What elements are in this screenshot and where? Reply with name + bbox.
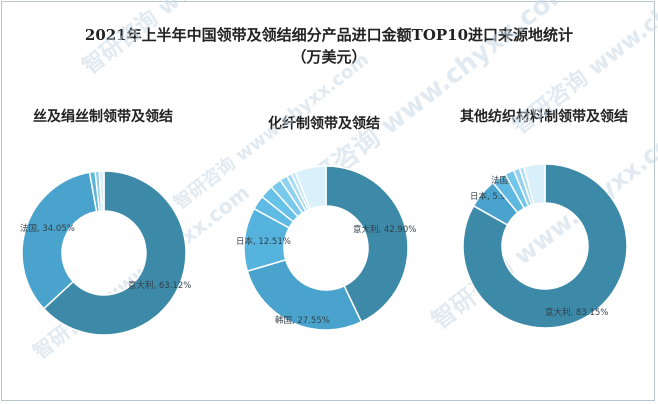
pie-chart-silk: 意大利, 63.12% 法国, 34.05% xyxy=(20,170,191,336)
pie-slice xyxy=(462,163,628,329)
slice-label: 日本, 12.51% xyxy=(236,236,291,247)
slice-label: 意大利, 63.12% xyxy=(128,280,191,291)
slice-label: 意大利, 42.90% xyxy=(353,224,416,235)
pie-slice xyxy=(294,165,327,211)
pie-slice xyxy=(98,170,105,212)
pie-slice xyxy=(522,163,546,206)
pie3-subtitle: 其他纺织材料制领带及领结 xyxy=(460,109,628,125)
chart-title: 2021年上半年中国领带及领结细分产品进口金额TOP10进口来源地统计 xyxy=(84,26,574,44)
pie-slice xyxy=(42,170,187,336)
slice-label: 法国, 34.05% xyxy=(20,223,75,234)
pie-chart-other-textile: 意大利, 83.15%日本, 5.91%法国, 2.88% xyxy=(462,163,628,329)
pie1-subtitle: 丝及绢丝制领带及领结 xyxy=(33,109,173,125)
pie-slice xyxy=(325,165,409,323)
slice-label: 日本, 5.91% xyxy=(470,191,519,202)
pie-chart-chemical-fiber: 意大利, 42.90% 韩国, 27.55% 日本, 12.51% xyxy=(236,165,416,331)
pie-slice xyxy=(21,171,98,310)
chart-title-unit: （万美元） xyxy=(291,48,367,66)
pie2-subtitle: 化纤制领带及领结 xyxy=(268,116,380,132)
pie-slice xyxy=(246,258,363,331)
slice-label: 韩国, 27.55% xyxy=(275,315,330,326)
slice-label: 意大利, 83.15% xyxy=(545,307,608,318)
watermark-text: 智研咨询 www.chyxx.com xyxy=(78,0,326,80)
